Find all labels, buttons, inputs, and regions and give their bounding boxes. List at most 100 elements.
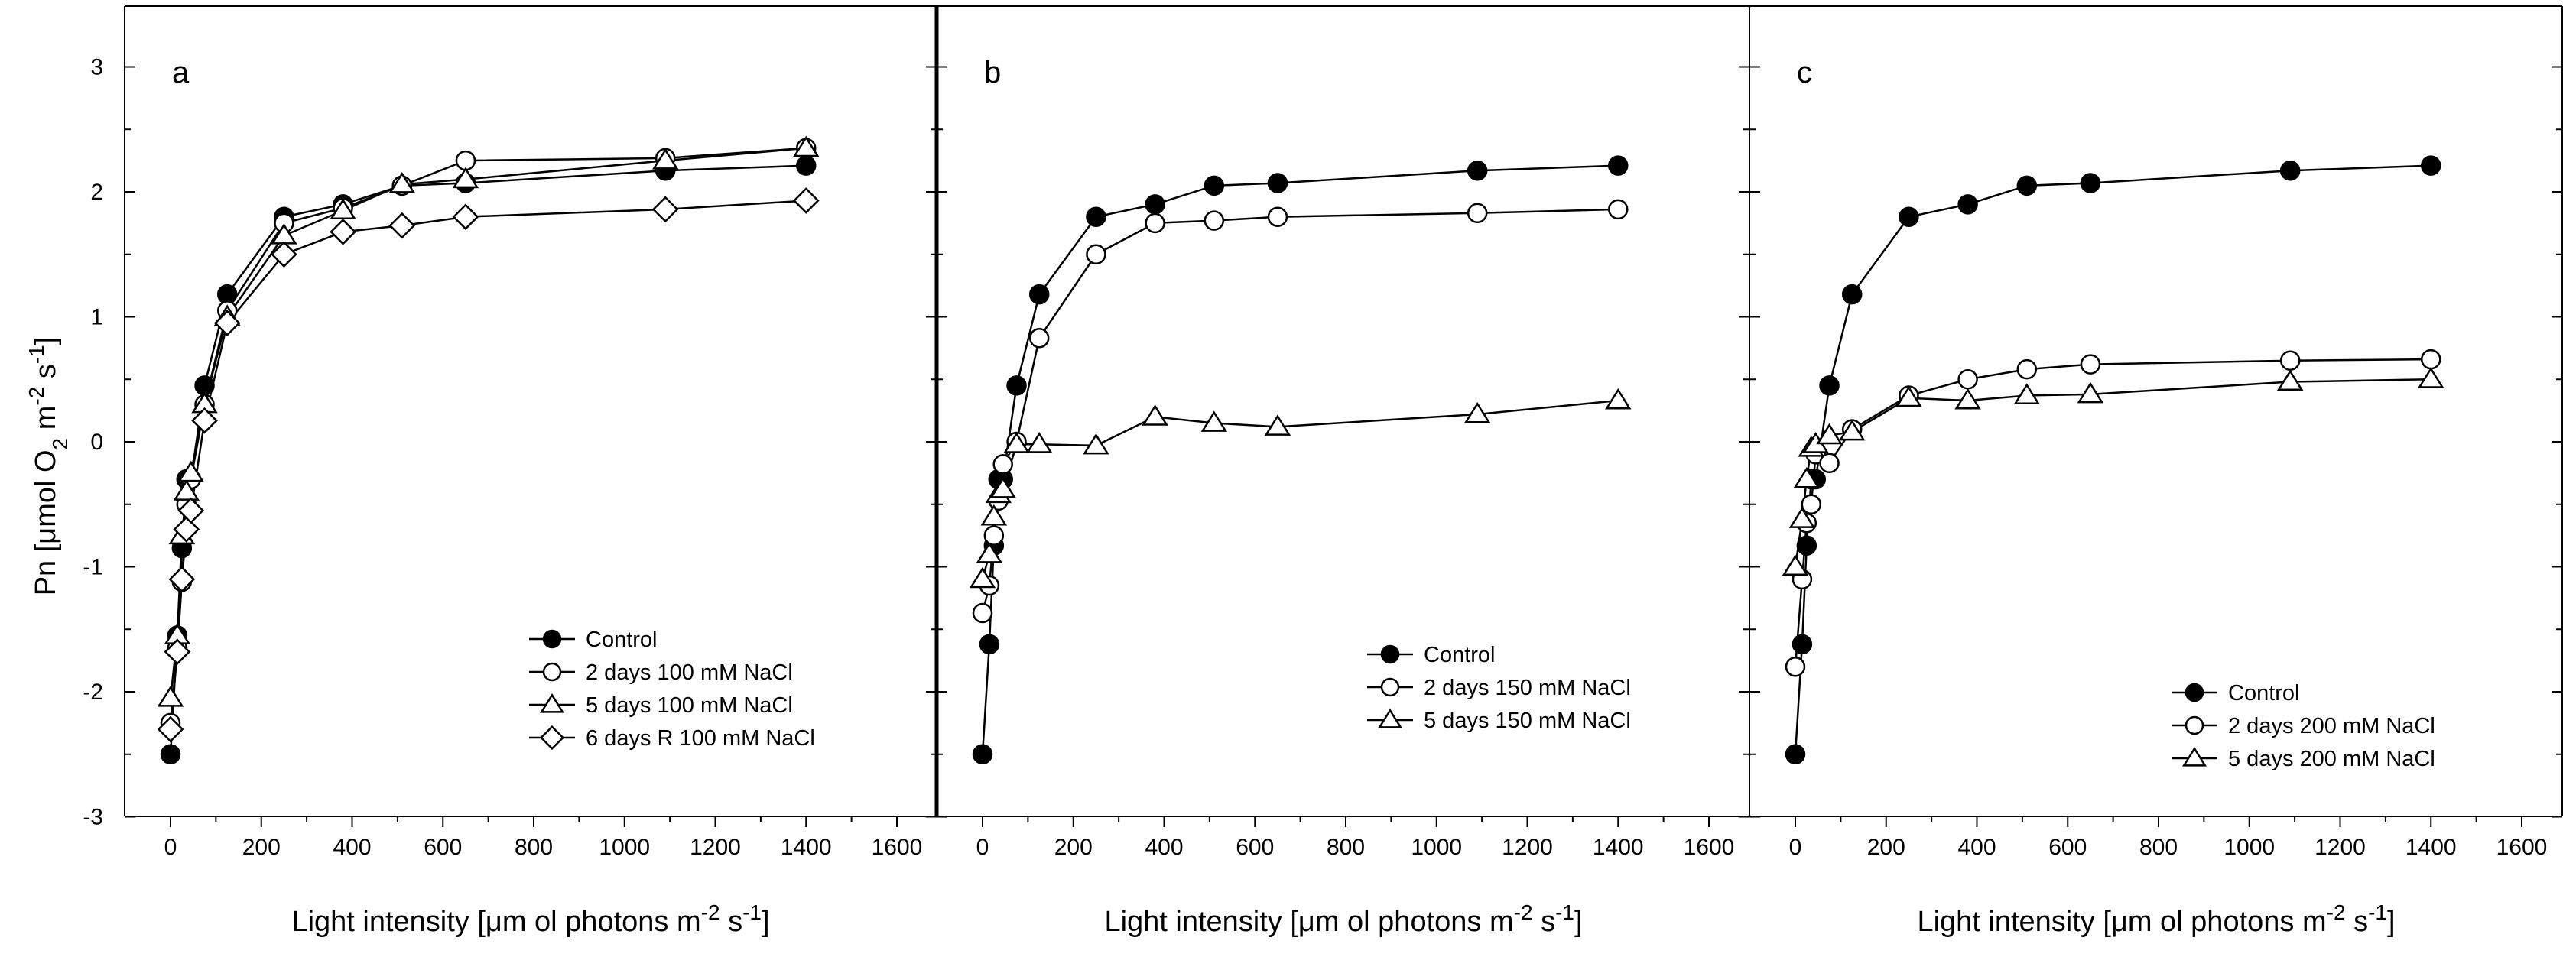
data-point — [1463, 401, 1491, 423]
data-point — [388, 212, 416, 239]
legend-marker — [1380, 677, 1400, 697]
data-point — [164, 638, 191, 666]
x-tick-label: 600 — [1236, 835, 1274, 860]
data-point — [1145, 194, 1165, 215]
data-point — [330, 198, 356, 219]
panel-letter: c — [1797, 56, 1812, 89]
data-point — [452, 203, 479, 231]
data-point — [1608, 155, 1629, 176]
data-point — [177, 460, 204, 482]
legend-a: Control 2 days 100 mM NaCl 5 days 100 mM N… — [529, 628, 815, 751]
data-point — [2417, 367, 2444, 388]
legend-label: 2 days 100 mM NaCl — [586, 660, 793, 685]
legend-label: 2 days 150 mM NaCl — [1424, 676, 1631, 700]
x-tick-label: 0 — [976, 835, 989, 860]
x-tick-label: 400 — [333, 835, 371, 860]
x-tick-label: 600 — [2048, 835, 2087, 860]
y-tick-label: -2 — [83, 680, 103, 705]
x-tick-label: 1600 — [872, 835, 923, 860]
data-point — [2080, 354, 2101, 375]
x-tick-label: 400 — [1145, 835, 1183, 860]
panel-a: 0 200 400 600 800 1000 1200 1400 1600 -3 -2 -1 0 1 2 3 a… — [83, 5, 937, 860]
data-point — [1145, 212, 1165, 234]
data-point — [1200, 410, 1228, 432]
data-point — [1819, 453, 1840, 474]
data-point — [191, 407, 218, 434]
y-tick-label: 2 — [90, 180, 103, 205]
data-point — [2077, 381, 2104, 404]
data-point — [651, 148, 679, 170]
legend-marker — [1377, 708, 1403, 728]
legend-marker — [2181, 746, 2207, 767]
data-point — [1954, 388, 1981, 410]
data-point — [1028, 328, 1050, 349]
data-point — [1841, 284, 1863, 305]
data-point — [1267, 173, 1288, 193]
data-point — [173, 479, 200, 501]
panel-c: 0 200 400 600 800 1000 1200 1400 1600 c Control 2 d… — [1749, 5, 2563, 860]
x-tick-label: 1600 — [1684, 835, 1735, 860]
legend-marker — [2185, 683, 2204, 702]
data-point — [651, 196, 679, 223]
x-tick-label: 800 — [515, 835, 553, 860]
data-point — [1028, 284, 1050, 305]
data-point — [1467, 203, 1488, 224]
data-point — [2279, 350, 2301, 371]
x-tick-label: 1400 — [2405, 835, 2457, 860]
legend-label: 2 days 200 mM NaCl — [2228, 714, 2435, 738]
data-point — [330, 218, 356, 245]
data-point — [452, 167, 479, 189]
data-point — [213, 310, 241, 337]
data-point — [2016, 358, 2038, 380]
x-tick-label: 0 — [1789, 835, 1802, 860]
x-tick-label: 1600 — [2496, 835, 2548, 860]
x-tick-label: 1400 — [1593, 835, 1644, 860]
data-point — [1006, 375, 1027, 396]
data-point — [1003, 432, 1030, 453]
x-tick-label: 800 — [2139, 835, 2178, 860]
data-point — [388, 172, 416, 193]
data-point — [972, 602, 993, 624]
x-tick-label: 1000 — [599, 835, 650, 860]
data-point — [792, 135, 820, 157]
x-axis-title-a: Light intensity [μm ol photons m-2 s-1] — [291, 900, 769, 939]
x-tick-label: 1200 — [1502, 835, 1553, 860]
data-point — [1895, 385, 1922, 407]
y-tick-label: 1 — [90, 305, 103, 330]
data-point — [2279, 160, 2301, 181]
y-tick-label: 0 — [90, 430, 103, 455]
x-tick-label: 0 — [164, 835, 177, 860]
data-point — [1086, 244, 1106, 264]
x-axis-title-b: Light intensity [μm ol photons m-2 s-1] — [1104, 900, 1582, 939]
legend-label: 6 days R 100 mM NaCl — [586, 726, 815, 751]
legend-label: 5 days 100 mM NaCl — [586, 693, 793, 718]
data-point — [1957, 194, 1978, 215]
data-point — [1608, 199, 1629, 220]
y-tick-label: -1 — [83, 555, 103, 580]
data-point — [976, 541, 1003, 563]
data-point — [1796, 535, 1817, 556]
data-point — [1604, 388, 1632, 410]
y-tick-label: 3 — [90, 55, 103, 80]
data-point — [1083, 433, 1109, 455]
data-point — [1792, 634, 1813, 655]
legend-marker — [539, 693, 565, 713]
data-point — [1467, 160, 1488, 181]
data-point — [1838, 419, 1866, 441]
data-point — [1788, 507, 1816, 528]
data-point — [1785, 744, 1806, 764]
legend-marker — [542, 662, 562, 682]
legend-label: 5 days 200 mM NaCl — [2228, 747, 2435, 771]
x-tick-label: 400 — [1957, 835, 1996, 860]
data-point — [983, 525, 1005, 546]
data-point — [972, 744, 993, 764]
data-point — [1086, 206, 1106, 227]
data-point — [157, 686, 184, 707]
panels: 0 200 400 600 800 1000 1200 1400 1600 -3 -2 -1 0 1 2 3 a… — [83, 5, 2563, 860]
panel-b: 0 200 400 600 800 1000 1200 1400 1600 b Control 2 d… — [934, 5, 1750, 860]
x-tick-label: 200 — [1054, 835, 1093, 860]
legend-marker — [542, 629, 562, 649]
panel-letter: a — [172, 56, 190, 89]
